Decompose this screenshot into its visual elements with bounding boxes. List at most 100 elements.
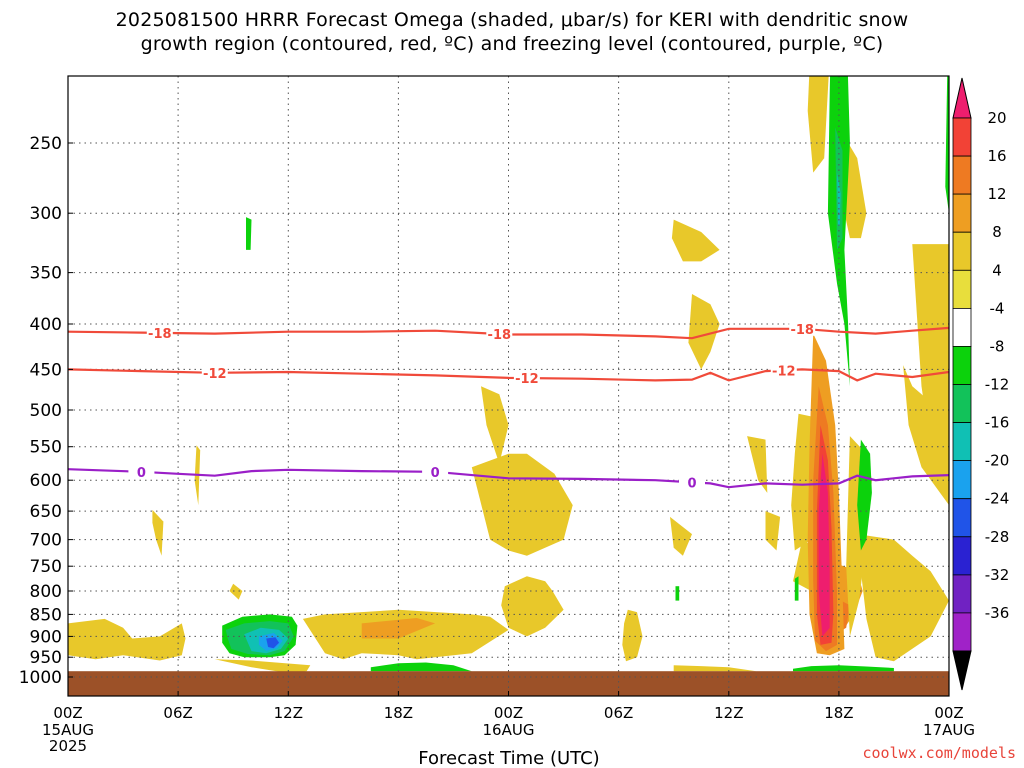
- omega-region-40: [370, 662, 472, 672]
- x-date-label: 15AUG: [42, 721, 94, 739]
- y-axis: 2503003504004505005506006507007508008509…: [19, 134, 73, 688]
- colorbar-top-arrow: [952, 77, 972, 119]
- colorbar-segment: [952, 460, 972, 500]
- x-tick-label: 06Z: [163, 704, 192, 722]
- omega-shading-layer: [68, 76, 949, 674]
- colorbar-segment: [952, 193, 972, 233]
- omega-region-43: [794, 576, 799, 601]
- contour-line: [68, 368, 949, 382]
- colorbar-label: -16: [985, 414, 1010, 432]
- y-tick-label: 850: [30, 605, 62, 625]
- colorbar-segment: [952, 269, 972, 309]
- colorbar-label: -20: [985, 452, 1010, 470]
- x-tick-label: 12Z: [714, 704, 743, 722]
- colorbar-label: -32: [985, 566, 1010, 584]
- colorbar-label: 8: [992, 223, 1002, 241]
- credit-text: coolwx.com/models: [862, 744, 1016, 762]
- contour-labels: -18 -18 -18 -12 -12 -12 0 0 0: [128, 321, 816, 491]
- omega-region-41: [793, 665, 894, 672]
- omega-region-12: [857, 534, 949, 662]
- x-axis-title: Forecast Time (UTC): [418, 748, 599, 768]
- y-tick-label: 950: [30, 648, 62, 668]
- colorbar-segment: [952, 231, 972, 271]
- colorbar-label: -36: [985, 604, 1010, 622]
- colorbar-segment: [952, 612, 972, 652]
- y-tick-label: 600: [30, 471, 62, 491]
- y-tick-label: 750: [30, 557, 62, 577]
- contour-label-bg: [513, 371, 540, 386]
- contour-label-bg: [789, 321, 816, 336]
- contour-label: 0: [687, 476, 696, 491]
- y-tick-label: 1000: [19, 668, 62, 688]
- contour-layer: [68, 326, 949, 489]
- y-tick-label: 400: [30, 315, 62, 335]
- colorbar-segment: [952, 155, 972, 195]
- x-tick-label: 18Z: [824, 704, 853, 722]
- omega-region-45: [673, 665, 757, 672]
- colorbar-segment: [952, 345, 972, 385]
- y-tick-label: 800: [30, 582, 62, 602]
- contour-label: -12: [203, 367, 227, 382]
- y-tick-label: 700: [30, 531, 62, 551]
- colorbar-segment: [952, 384, 972, 423]
- colorbar-segment: [952, 117, 972, 157]
- x-date-label: 16AUG: [483, 721, 535, 739]
- contour-label-bg: [679, 475, 705, 490]
- omega-region-26: [246, 217, 252, 250]
- omega-region-39: [266, 637, 280, 649]
- omega-region-20: [671, 219, 720, 262]
- colorbar-label: 12: [987, 185, 1006, 203]
- colorbar-label: -28: [985, 528, 1010, 546]
- colorbar-label: 4: [992, 261, 1002, 279]
- contour-label: 0: [137, 466, 146, 481]
- contour-label-bg: [422, 464, 449, 479]
- x-tick-label: 18Z: [384, 704, 413, 722]
- colorbar-segment: [952, 574, 972, 614]
- y-tick-label: 550: [30, 438, 62, 458]
- omega-region-25: [837, 172, 841, 226]
- y-tick-label: 900: [30, 627, 62, 647]
- contour-label-bg: [201, 365, 228, 380]
- grid-lines: [68, 76, 949, 696]
- chart-title-line2: growth region (contoured, red, ºC) and f…: [140, 33, 884, 55]
- contour-label-bg: [146, 325, 173, 340]
- colorbar-label: 20: [987, 109, 1006, 127]
- contour-label-bg: [486, 327, 513, 341]
- y-tick-label: 650: [30, 502, 62, 522]
- omega-region-0: [68, 618, 186, 661]
- omega-region-14: [912, 244, 949, 451]
- omega-region-34: [818, 453, 830, 637]
- chart-title-line1: 2025081500 HRRR Forecast Omega (shaded, …: [115, 9, 909, 31]
- omega-region-1: [178, 653, 311, 674]
- contour-line: [68, 468, 949, 489]
- colorbar-segment: [952, 422, 972, 462]
- colorbar-segment: [952, 498, 972, 538]
- x-tick-label: 12Z: [274, 704, 303, 722]
- contour-label-bg: [128, 464, 155, 479]
- x-tick-label: 00Z: [934, 704, 963, 722]
- colorbar-legend: 20 16 12 8 4 -4 -8 -12 -16 -20 -24 -28 -32 -36: [952, 77, 1010, 691]
- omega-region-30: [857, 439, 872, 551]
- omega-region-42: [675, 586, 680, 601]
- colorbar-segment: [952, 307, 972, 347]
- colorbar-label: -4: [990, 299, 1005, 317]
- colorbar-label: 16: [987, 147, 1006, 165]
- omega-region-16: [765, 511, 781, 551]
- x-date-label: 2025: [49, 737, 87, 755]
- colorbar-label: -8: [990, 337, 1005, 355]
- omega-region-8: [471, 453, 573, 556]
- colorbar-segment: [952, 536, 972, 576]
- y-tick-label: 300: [30, 204, 62, 224]
- colorbar-bottom-arrow: [952, 650, 972, 691]
- y-tick-label: 500: [30, 401, 62, 421]
- omega-region-10: [670, 516, 692, 556]
- x-tick-label: 06Z: [604, 704, 633, 722]
- omega-region-27: [945, 76, 949, 214]
- contour-label: -12: [515, 372, 539, 387]
- y-tick-label: 450: [30, 360, 62, 380]
- x-date-label: 17AUG: [923, 721, 975, 739]
- contour-label-bg: [770, 363, 797, 378]
- colorbar-label: -12: [985, 376, 1010, 394]
- chart-title: 2025081500 HRRR Forecast Omega (shaded, …: [0, 8, 1024, 56]
